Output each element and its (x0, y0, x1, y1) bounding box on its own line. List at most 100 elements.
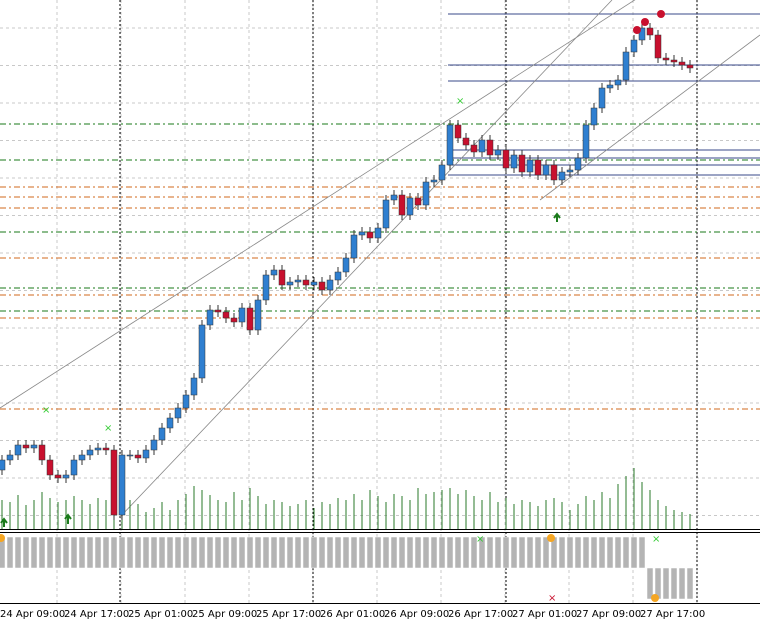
marker (641, 18, 649, 26)
marker: × (548, 593, 556, 604)
x-tick-label: 25 Apr 01:00 (128, 609, 193, 620)
oscillator-bar (494, 536, 502, 569)
candle-body (462, 137, 470, 146)
oscillator-bar (222, 536, 230, 569)
oscillator-bar (662, 567, 670, 600)
candle-body (326, 279, 334, 291)
candle-body (54, 474, 62, 479)
oscillator-bar (270, 536, 278, 569)
marker (651, 594, 659, 602)
oscillator-bar (446, 536, 454, 569)
oscillator-bar (86, 536, 94, 569)
candle-body (430, 179, 438, 183)
candle-body (566, 169, 574, 173)
oscillator-bar (366, 536, 374, 569)
oscillator-bar (70, 536, 78, 569)
oscillator-bar (246, 536, 254, 569)
marker: × (652, 534, 660, 545)
candle-body (198, 324, 206, 379)
candle-body (70, 459, 78, 476)
oscillator-bar (534, 536, 542, 569)
oscillator-bar (350, 536, 358, 569)
candle-body (166, 417, 174, 429)
oscillator-bar (110, 536, 118, 569)
oscillator-bar (558, 536, 566, 569)
oscillator-bar (526, 536, 534, 569)
candle-body (206, 309, 214, 326)
oscillator-bar (598, 536, 606, 569)
candle-body (150, 439, 158, 451)
oscillator-bar (510, 536, 518, 569)
oscillator-bar (542, 536, 550, 569)
channel-line (119, 0, 613, 518)
grid (0, 0, 760, 603)
candle-body (358, 231, 366, 236)
candle-body (222, 311, 230, 319)
marker (633, 26, 641, 34)
oscillator-bar (646, 567, 654, 600)
candle-body (414, 197, 422, 206)
oscillator-bar (166, 536, 174, 569)
candle-body (542, 164, 550, 176)
oscillator-bar (38, 536, 46, 569)
oscillator-bar (198, 536, 206, 569)
candle-body (502, 149, 510, 169)
oscillator-bar (30, 536, 38, 569)
volume (1, 468, 691, 530)
candle-body (86, 449, 94, 456)
candle-body (422, 181, 430, 206)
candles (0, 23, 694, 520)
oscillator-bar (310, 536, 318, 569)
oscillator-bar (78, 536, 86, 569)
candle-body (342, 257, 350, 273)
x-tick-label: 25 Apr 09:00 (192, 609, 257, 620)
candle-body (470, 144, 478, 153)
oscillator (0, 536, 694, 600)
oscillator-bar (438, 536, 446, 569)
candle-body (30, 444, 38, 449)
oscillator-bar (262, 536, 270, 569)
candle-body (182, 394, 190, 409)
channel-line (539, 34, 760, 201)
candle-body (510, 154, 518, 169)
oscillator-bar (486, 536, 494, 569)
candle-body (550, 164, 558, 181)
candle-body (110, 449, 118, 516)
candle-body (678, 61, 686, 66)
oscillator-bar (278, 536, 286, 569)
candle-body (614, 79, 622, 86)
candle-body (38, 444, 46, 461)
oscillator-bar (590, 536, 598, 569)
candle-body (366, 231, 374, 239)
oscillator-bar (158, 536, 166, 569)
oscillator-bar (142, 536, 150, 569)
candle-body (310, 281, 318, 286)
candle-body (158, 427, 166, 441)
oscillator-bar (422, 536, 430, 569)
candle-body (438, 164, 446, 181)
oscillator-bar (686, 567, 694, 600)
candle-body (622, 51, 630, 81)
x-tick-label: 27 Apr 01:00 (512, 609, 577, 620)
oscillator-bar (406, 536, 414, 569)
oscillator-bar (430, 536, 438, 569)
oscillator-bar (678, 567, 686, 600)
channel-line (0, 0, 636, 409)
oscillator-bar (102, 536, 110, 569)
x-tick-label: 27 Apr 09:00 (576, 609, 641, 620)
candle-body (646, 27, 654, 36)
marker (657, 10, 665, 18)
oscillator-bar (294, 536, 302, 569)
oscillator-bar (638, 536, 646, 569)
oscillator-bar (342, 536, 350, 569)
oscillator-bar (62, 536, 70, 569)
oscillator-bar (6, 536, 14, 569)
oscillator-bar (630, 536, 638, 569)
oscillator-bar (134, 536, 142, 569)
marker: × (476, 534, 484, 545)
oscillator-bar (14, 536, 22, 569)
oscillator-bar (454, 536, 462, 569)
x-tick-label: 26 Apr 17:00 (448, 609, 513, 620)
candle-body (270, 269, 278, 276)
